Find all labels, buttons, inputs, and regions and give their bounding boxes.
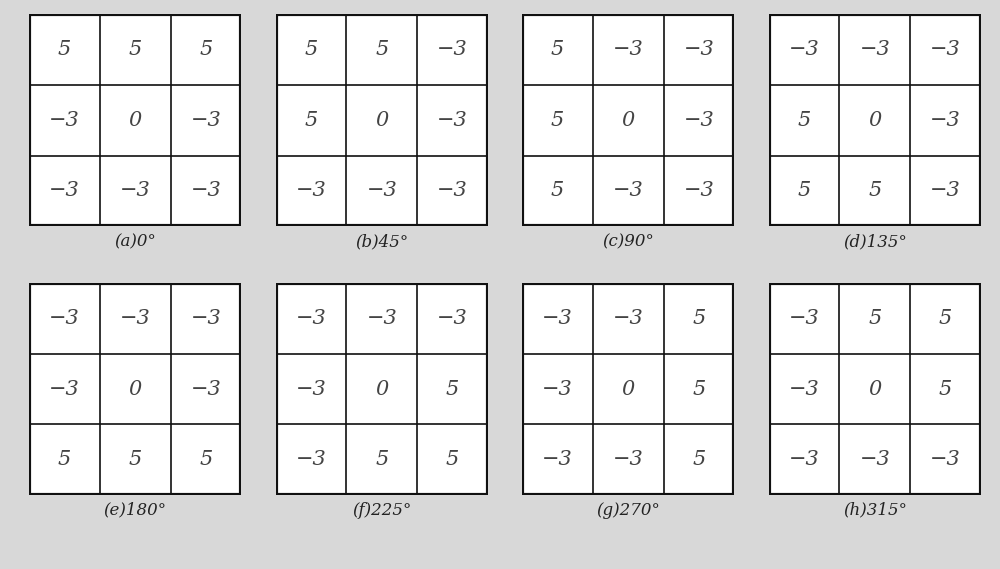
Text: 5: 5 (58, 450, 71, 469)
Text: 0: 0 (868, 111, 881, 130)
Text: −3: −3 (191, 380, 221, 398)
Text: −3: −3 (296, 182, 326, 200)
Text: 5: 5 (375, 450, 388, 469)
Text: −3: −3 (437, 182, 468, 200)
Text: 0: 0 (375, 380, 388, 398)
Text: −3: −3 (789, 309, 819, 328)
Text: 0: 0 (375, 111, 388, 130)
Text: 5: 5 (551, 111, 564, 130)
Text: 5: 5 (939, 380, 952, 398)
Text: (g)270°: (g)270° (596, 502, 660, 519)
Text: −3: −3 (930, 111, 961, 130)
Text: (f)225°: (f)225° (352, 502, 411, 519)
Text: −3: −3 (789, 450, 819, 469)
Text: (b)45°: (b)45° (355, 233, 408, 250)
Text: −3: −3 (437, 111, 468, 130)
Text: 5: 5 (797, 182, 811, 200)
Text: −3: −3 (613, 182, 644, 200)
Text: 5: 5 (446, 380, 459, 398)
Text: 5: 5 (199, 40, 213, 59)
Text: 5: 5 (551, 40, 564, 59)
Text: (a)0°: (a)0° (114, 233, 156, 250)
Text: 5: 5 (868, 182, 881, 200)
Text: −3: −3 (120, 309, 151, 328)
Text: −3: −3 (930, 450, 961, 469)
Text: −3: −3 (930, 40, 961, 59)
Text: 5: 5 (375, 40, 388, 59)
Text: 0: 0 (129, 111, 142, 130)
Text: −3: −3 (542, 309, 573, 328)
Text: 0: 0 (622, 111, 635, 130)
Text: −3: −3 (789, 380, 819, 398)
Text: 5: 5 (129, 40, 142, 59)
Text: −3: −3 (613, 450, 644, 469)
Text: 0: 0 (868, 380, 881, 398)
Text: −3: −3 (49, 182, 80, 200)
Text: 5: 5 (58, 40, 71, 59)
Text: −3: −3 (930, 182, 961, 200)
Text: 5: 5 (304, 111, 318, 130)
Text: −3: −3 (684, 182, 714, 200)
Text: 5: 5 (868, 309, 881, 328)
Text: −3: −3 (366, 309, 397, 328)
Text: −3: −3 (49, 380, 80, 398)
Text: −3: −3 (613, 40, 644, 59)
Text: −3: −3 (296, 309, 326, 328)
Text: 5: 5 (692, 380, 706, 398)
Text: −3: −3 (366, 182, 397, 200)
Text: −3: −3 (789, 40, 819, 59)
Text: (e)180°: (e)180° (104, 502, 167, 519)
Text: 5: 5 (129, 450, 142, 469)
Text: 5: 5 (692, 450, 706, 469)
Text: 5: 5 (551, 182, 564, 200)
Text: −3: −3 (437, 309, 468, 328)
Text: (c)90°: (c)90° (602, 233, 654, 250)
Text: 5: 5 (304, 40, 318, 59)
Text: −3: −3 (684, 40, 714, 59)
Text: −3: −3 (613, 309, 644, 328)
Text: 5: 5 (446, 450, 459, 469)
Text: −3: −3 (437, 40, 468, 59)
Text: −3: −3 (296, 380, 326, 398)
Text: −3: −3 (859, 450, 890, 469)
Text: −3: −3 (191, 309, 221, 328)
Text: −3: −3 (684, 111, 714, 130)
Text: −3: −3 (49, 111, 80, 130)
Text: −3: −3 (191, 182, 221, 200)
Text: −3: −3 (296, 450, 326, 469)
Text: 5: 5 (692, 309, 706, 328)
Text: 5: 5 (797, 111, 811, 130)
Text: −3: −3 (191, 111, 221, 130)
Text: −3: −3 (542, 450, 573, 469)
Text: −3: −3 (120, 182, 151, 200)
Text: 0: 0 (129, 380, 142, 398)
Text: (h)315°: (h)315° (843, 502, 907, 519)
Text: −3: −3 (49, 309, 80, 328)
Text: −3: −3 (542, 380, 573, 398)
Text: −3: −3 (859, 40, 890, 59)
Text: (d)135°: (d)135° (843, 233, 907, 250)
Text: 5: 5 (939, 309, 952, 328)
Text: 5: 5 (199, 450, 213, 469)
Text: 0: 0 (622, 380, 635, 398)
